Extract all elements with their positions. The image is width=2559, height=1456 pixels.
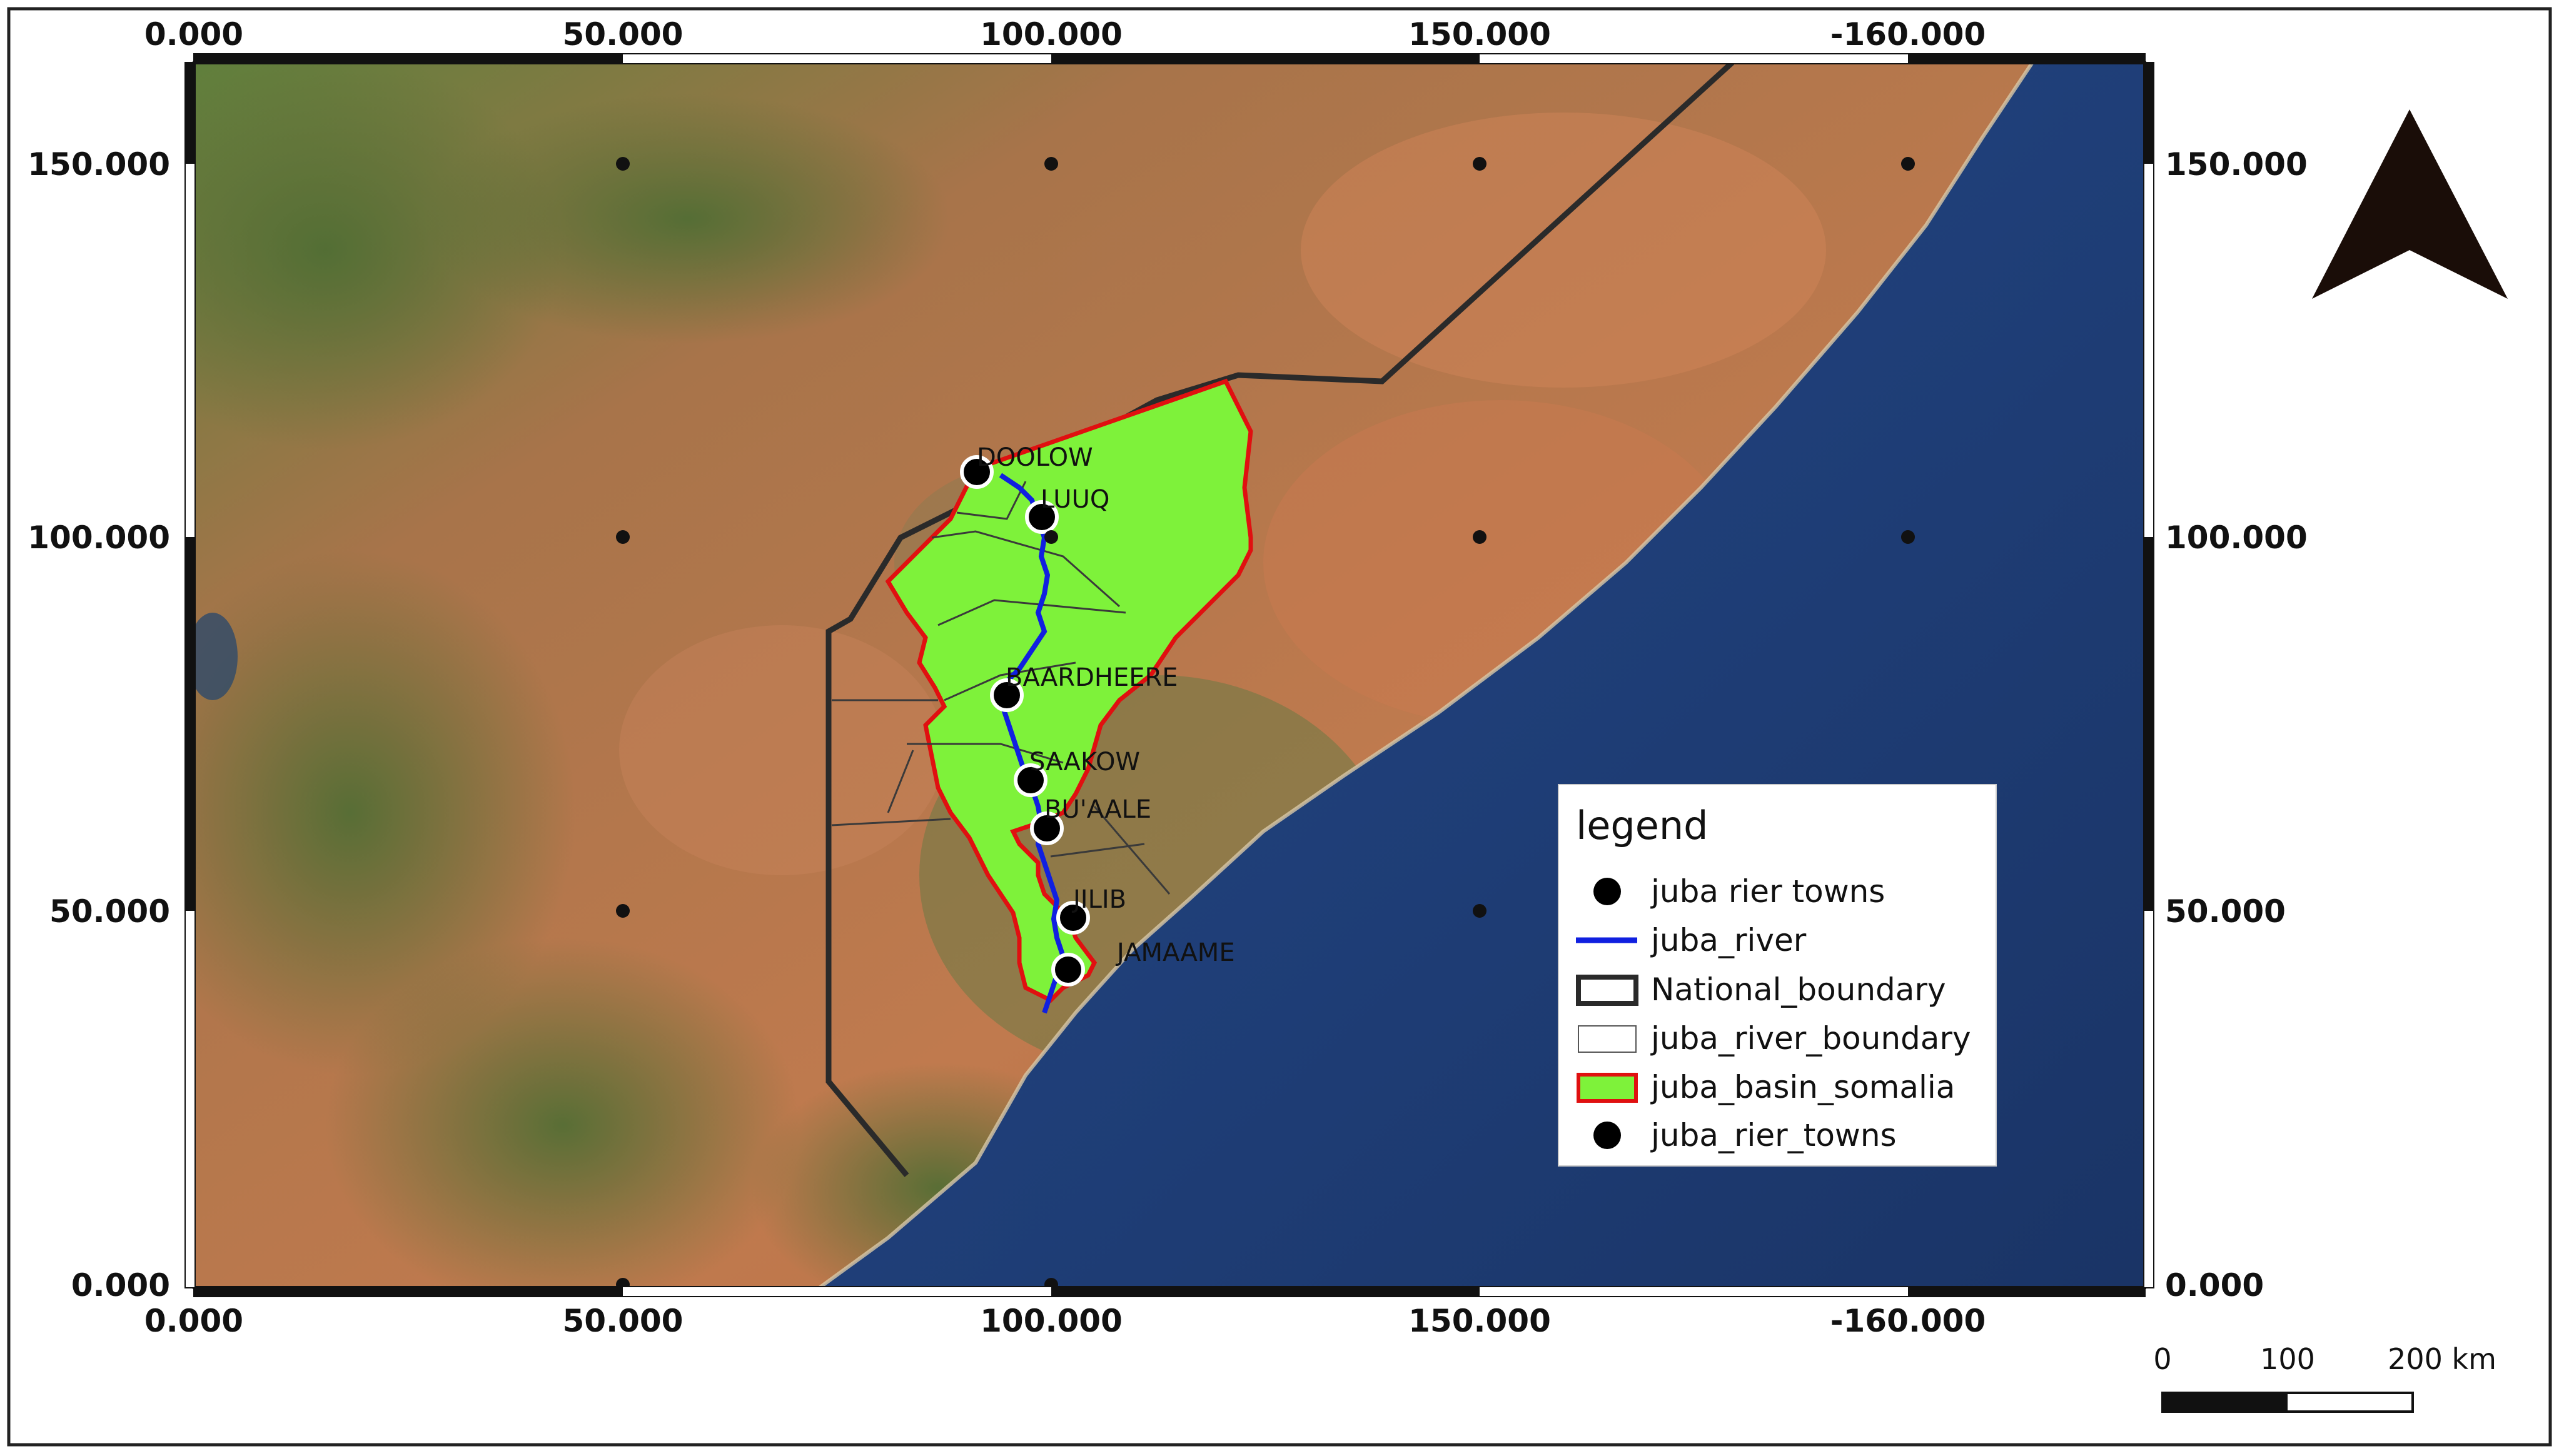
figure-frame	[7, 7, 2552, 1447]
town-marker-jamaame	[1051, 953, 1085, 987]
town-label-jamaame: JAMAAME	[1115, 938, 1235, 967]
y-tick-left: 100.000	[28, 520, 170, 556]
juba-river	[997, 473, 1066, 1014]
town-marker-luuq	[1025, 500, 1059, 534]
scale-label: 0	[2153, 1342, 2171, 1376]
x-axis-bottom-ticks: 0.000 50.000 100.000 150.000 -160.000	[144, 1303, 1986, 1339]
town-marker-saakow	[1014, 763, 1047, 797]
x-tick-bottom: 100.000	[980, 1303, 1123, 1339]
scale-bar: 0 100 200 km	[2153, 1342, 2496, 1413]
legend-national-boundary-icon	[1576, 975, 1638, 1006]
legend-item-label: National_boundary	[1651, 972, 1946, 1008]
legend-title: legend	[1576, 803, 1709, 848]
town-label-buaale: BU'AALE	[1044, 795, 1151, 824]
town-marker-buaale	[1030, 811, 1064, 845]
legend-item-label: juba rier towns	[1650, 873, 1885, 910]
y-tick-left: 50.000	[49, 893, 170, 930]
map-frame	[184, 53, 2154, 1297]
town-label-luuq: LUUQ	[1041, 485, 1109, 514]
town-label-baardheere: BAARDHEERE	[1006, 663, 1178, 692]
legend-town-dot-icon	[1593, 878, 1621, 905]
x-tick-top: 50.000	[563, 16, 684, 53]
town-label-saakow: SAAKOW	[1029, 748, 1140, 776]
legend-river-boundary-icon	[1578, 1025, 1637, 1053]
x-tick-top: 0.000	[144, 16, 243, 53]
north-arrow-icon	[2312, 109, 2508, 299]
x-tick-bottom: -160.000	[1830, 1303, 1986, 1339]
y-tick-right: 100.000	[2165, 520, 2308, 556]
y-tick-right: 150.000	[2165, 146, 2308, 183]
x-tick-top: 150.000	[1408, 16, 1551, 53]
legend-item-label: juba_river	[1650, 922, 1807, 958]
town-label-doolow: DOOLOW	[977, 443, 1093, 472]
juba-basin	[885, 378, 1253, 1003]
x-tick-bottom: 0.000	[144, 1303, 243, 1339]
legend-item-label: juba_rier_towns	[1650, 1117, 1897, 1153]
y-axis-right-ticks: 150.000 100.000 50.000 0.000	[2165, 146, 2308, 1303]
scale-label: 200 km	[2388, 1342, 2496, 1376]
y-tick-right: 0.000	[2165, 1267, 2264, 1303]
juba-river-boundary	[831, 481, 1171, 895]
graticule-points	[616, 157, 1915, 1288]
x-tick-bottom: 150.000	[1408, 1303, 1551, 1339]
x-tick-top: -160.000	[1830, 16, 1986, 53]
legend: legend juba rier towns juba_river Nation…	[1558, 784, 1997, 1167]
scale-label: 100	[2260, 1342, 2315, 1376]
satellite-basemap: DOOLOW LUUQ BAARDHEERE SAAKOW BU'AALE JI…	[194, 63, 2145, 1288]
x-tick-top: 100.000	[980, 16, 1123, 53]
y-tick-left: 0.000	[71, 1267, 170, 1303]
y-tick-left: 150.000	[28, 146, 170, 183]
town-marker-doolow	[960, 455, 994, 489]
legend-town-dot-icon	[1593, 1122, 1621, 1149]
legend-item-label: juba_basin_somalia	[1650, 1069, 1955, 1105]
town-marker-jilib	[1056, 901, 1090, 935]
legend-basin-icon	[1577, 1073, 1638, 1103]
town-marker-baardheere	[990, 678, 1024, 712]
x-tick-bottom: 50.000	[563, 1303, 684, 1339]
y-tick-right: 50.000	[2165, 893, 2286, 930]
x-axis-top-ticks: 0.000 50.000 100.000 150.000 -160.000	[144, 16, 1986, 53]
legend-item-label: juba_river_boundary	[1650, 1020, 1971, 1057]
juba-river-towns: DOOLOW LUUQ BAARDHEERE SAAKOW BU'AALE JI…	[960, 443, 1235, 987]
town-label-jilib: JILIB	[1071, 885, 1126, 914]
y-axis-left-ticks: 150.000 100.000 50.000 0.000	[28, 146, 170, 1303]
